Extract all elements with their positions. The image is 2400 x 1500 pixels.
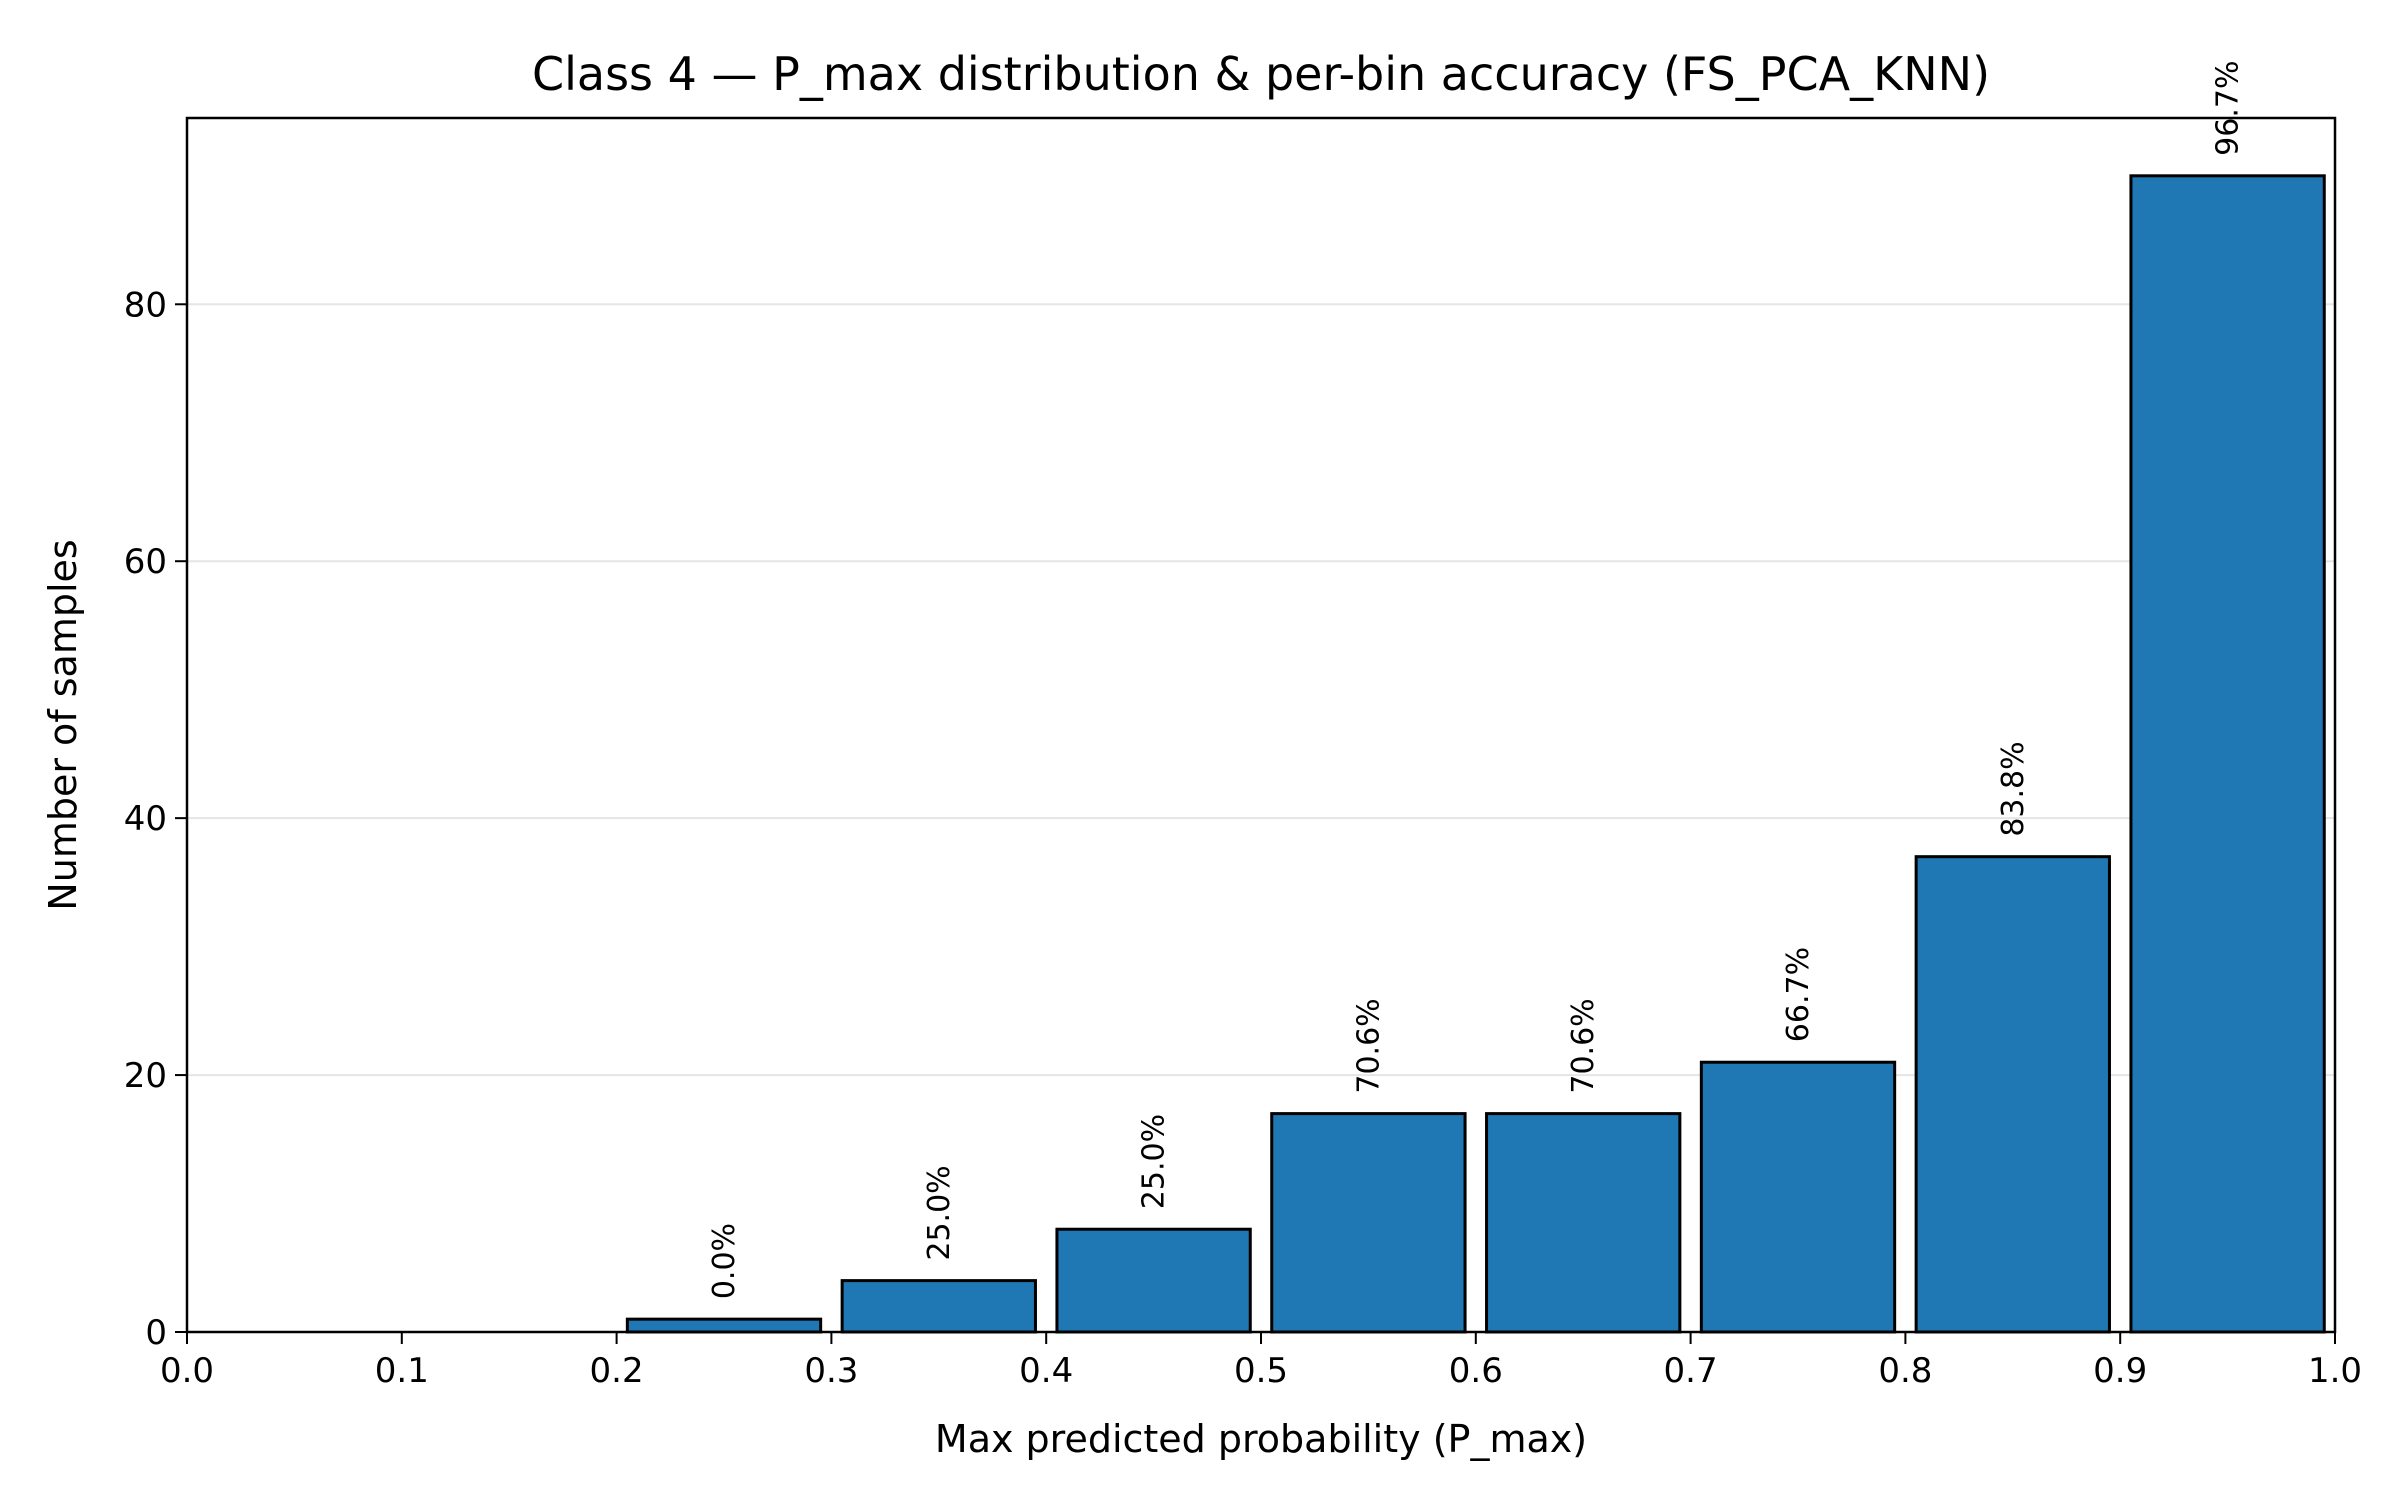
accuracy-label-9: 83.8% [1996,741,2031,836]
bars [625,174,2326,1334]
y-axis-title: Number of samples [41,539,85,910]
bar-4 [840,1279,1037,1334]
x-axis-ticks: 0.0 0.1 0.2 0.3 0.4 0.5 0.6 0.7 0.8 0.9 1.0 [160,1332,2362,1391]
accuracy-label-8: 66.7% [1781,947,1816,1042]
accuracy-label-7: 70.6% [1566,998,1601,1093]
x-tick-label: 1.0 [2308,1351,2362,1391]
x-tick-label: 0.5 [1234,1351,1288,1391]
x-tick-label: 0.8 [1878,1351,1932,1391]
bar-6 [1270,1112,1467,1334]
x-tick-label: 0.6 [1449,1351,1503,1391]
bar-3 [625,1317,823,1334]
chart-title: Class 4 — P_max distribution & per-bin a… [532,47,1990,101]
y-tick-label: 20 [124,1056,167,1096]
accuracy-label-4: 25.0% [922,1165,957,1260]
x-tick-label: 0.2 [590,1351,644,1391]
y-tick-label: 0 [145,1313,167,1353]
y-tick-label: 60 [124,542,167,582]
y-tick-label: 40 [124,799,167,839]
accuracy-label-10: 96.7% [2211,60,2246,155]
accuracy-label-6: 70.6% [1351,998,1386,1093]
bar-9 [1914,855,2111,1334]
bar-accuracy-labels: 0.0% 25.0% 25.0% 70.6% 70.6% 66.7% 83.8% 96.7% [707,60,2246,1299]
x-tick-label: 0.9 [2093,1351,2147,1391]
bar-8 [1699,1060,1897,1334]
bar-10 [2129,174,2326,1334]
x-tick-label: 0.3 [804,1351,858,1391]
x-axis-title: Max predicted probability (P_max) [935,1417,1587,1461]
bar-5 [1055,1227,1252,1334]
x-tick-label: 0.0 [160,1351,214,1391]
bar-7 [1485,1112,1682,1334]
y-tick-label: 80 [124,285,167,325]
x-tick-label: 0.4 [1019,1351,1073,1391]
x-tick-label: 0.7 [1664,1351,1718,1391]
accuracy-label-5: 25.0% [1137,1114,1172,1209]
x-tick-label: 0.1 [375,1351,429,1391]
accuracy-label-3: 0.0% [707,1223,742,1299]
y-axis-ticks: 0 20 40 60 80 [124,285,187,1353]
